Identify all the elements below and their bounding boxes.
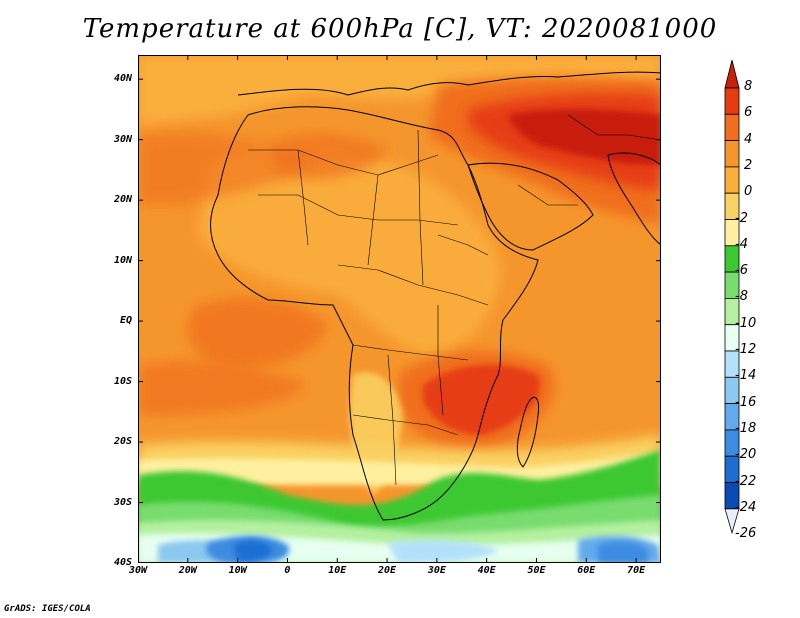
blue-pocket-west-core (233, 540, 273, 562)
map-canvas (138, 55, 661, 563)
lon-tick-label: 20E (378, 565, 397, 576)
lon-tick-label: 0 (284, 565, 291, 576)
arabia-outline (467, 162, 594, 251)
colorbar-label: -20 (735, 447, 757, 463)
sahara-warm (268, 133, 388, 179)
border-southern (352, 414, 459, 436)
colorbar-label: 2 (744, 157, 753, 173)
colorbar-label: -18 (735, 420, 757, 436)
colorbar-segment (724, 166, 740, 194)
lon-tick-label: 30E (427, 565, 446, 576)
colorbar-top-arrow (724, 60, 740, 89)
lat-tick-label: 10S (113, 375, 132, 387)
country-borders (248, 114, 661, 486)
blue-pocket-central (388, 539, 498, 563)
equatorial-atlantic-warm (187, 297, 328, 368)
border-iran (567, 114, 661, 141)
coastlines (210, 71, 661, 521)
lon-tick-label: 20W (178, 565, 197, 576)
colorbar-label: -24 (735, 499, 757, 515)
lat-tick-label: 40N (113, 73, 132, 85)
border-central (337, 264, 489, 306)
colorbar-label: -16 (735, 394, 757, 410)
border-east-africa (437, 305, 444, 416)
lat-tick-label: 20S (113, 436, 132, 448)
madagascar-outline (516, 396, 539, 468)
interior-light-region (198, 146, 500, 355)
colorbar-label: 8 (744, 79, 753, 94)
grads-credit: GrADS: IGES/COLA (4, 604, 91, 614)
se-africa-hot (423, 364, 540, 435)
africa-outline (210, 106, 539, 521)
colorbar-label: -12 (735, 342, 757, 357)
lon-tick-label: 10W (228, 565, 247, 576)
colorbar-label: -22 (735, 473, 757, 489)
lat-tick-label: 10N (113, 254, 132, 266)
lon-tick-label: 10E (328, 565, 347, 576)
colorbar-label: -8 (735, 289, 748, 305)
colorbar-label: 4 (744, 131, 753, 147)
lat-tick-label: 30S (113, 496, 132, 508)
lat-tick-label: EQ (119, 315, 132, 327)
colorbar-label: -2 (735, 210, 748, 226)
border-congo-south (352, 344, 469, 361)
colorbar-label: -10 (735, 315, 757, 331)
lon-tick-label: 70E (627, 565, 646, 576)
europe-coast (237, 71, 661, 96)
south-atlantic-warm (138, 361, 308, 415)
colorbar-label: -14 (735, 368, 757, 384)
border-namibia-botswana (387, 354, 397, 486)
lat-tick-label: 20N (113, 194, 132, 206)
colorbar-label: -26 (735, 526, 757, 542)
lat-tick-label: 40S (113, 557, 132, 568)
border-egypt-sudan (417, 129, 424, 286)
colorbar-label: -4 (735, 236, 748, 252)
south-pale-band (138, 453, 661, 485)
colorbar (724, 60, 740, 535)
lon-tick-label: 50E (527, 565, 546, 576)
lon-tick-label: 40E (477, 565, 496, 576)
map-title: Temperature at 600hPa [C], VT: 202008100… (82, 14, 718, 44)
colorbar-label: 0 (744, 184, 753, 200)
border-horn (437, 234, 489, 256)
lat-tick-label: 30N (113, 133, 132, 145)
middle-east-core (508, 109, 661, 165)
border-niger-chad (367, 174, 379, 266)
temperature-map (138, 55, 661, 563)
colorbar-segment (724, 87, 740, 115)
colorbar-label: 6 (744, 105, 753, 121)
map-frame (138, 55, 661, 563)
colorbar-segment (724, 113, 740, 141)
border-algeria-mali (297, 149, 309, 246)
colorbar-segment (724, 140, 740, 168)
india-outline (607, 152, 661, 246)
lon-tick-label: 60E (577, 565, 596, 576)
border-north-africa (248, 149, 439, 176)
border-sahel (258, 194, 459, 226)
lon-tick-label: 30W (128, 565, 148, 576)
colorbar-bottom-arrow (724, 508, 740, 535)
blue-pocket-east-deep (598, 541, 648, 563)
colorbar-label: -6 (735, 263, 748, 279)
north-band (138, 55, 661, 125)
border-arabia (517, 184, 578, 206)
